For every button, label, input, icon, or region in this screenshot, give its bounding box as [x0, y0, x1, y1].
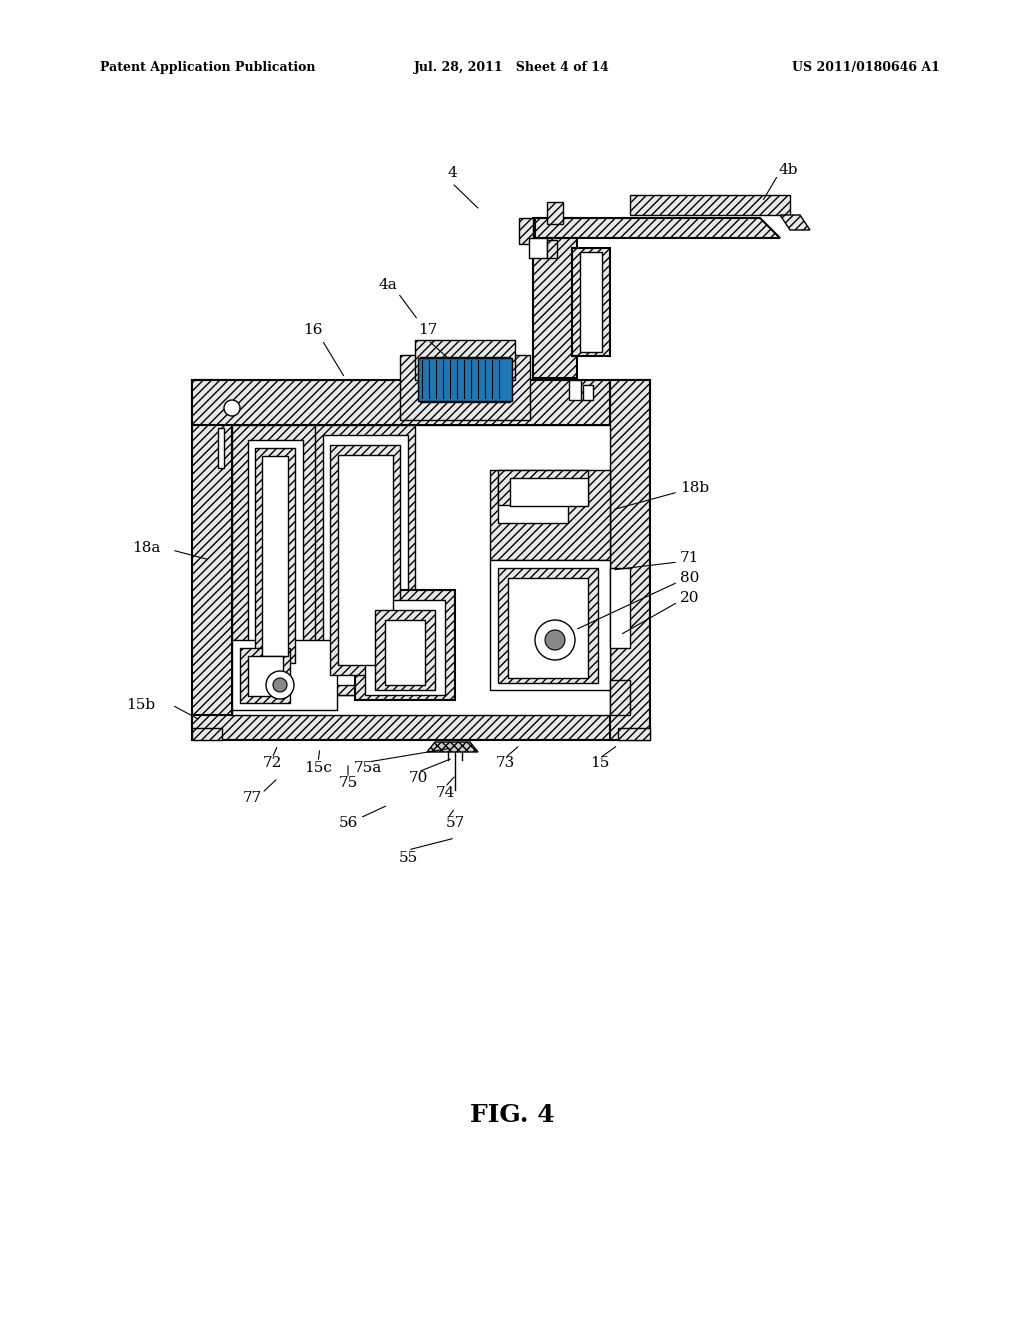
Text: 72: 72 [262, 756, 282, 770]
Bar [262, 455, 288, 656]
Bar [572, 248, 610, 356]
Bar [583, 385, 593, 400]
Bar [193, 380, 650, 425]
Bar [193, 380, 232, 725]
Bar [580, 252, 602, 352]
Bar [400, 355, 530, 420]
Polygon shape [427, 742, 478, 752]
Bar [355, 590, 455, 700]
Text: 55: 55 [398, 851, 418, 865]
Polygon shape [630, 195, 790, 215]
Text: 74: 74 [435, 785, 455, 800]
Text: 77: 77 [243, 791, 261, 805]
Bar [315, 425, 415, 696]
Bar [338, 455, 393, 665]
Circle shape [224, 400, 240, 416]
Bar [547, 202, 563, 224]
Text: 15: 15 [590, 756, 609, 770]
Bar [490, 560, 610, 690]
Text: 18a: 18a [132, 541, 160, 554]
Bar [498, 470, 588, 506]
Text: Patent Application Publication: Patent Application Publication [100, 62, 315, 74]
Bar [375, 610, 435, 690]
Text: 17: 17 [419, 323, 437, 337]
Bar [248, 656, 283, 696]
Bar [610, 680, 630, 715]
Bar [255, 447, 295, 663]
Text: 57: 57 [445, 816, 465, 830]
Text: Jul. 28, 2011   Sheet 4 of 14: Jul. 28, 2011 Sheet 4 of 14 [414, 62, 610, 74]
Bar [618, 729, 650, 741]
Bar [610, 380, 650, 741]
Bar [569, 380, 581, 400]
Polygon shape [780, 215, 810, 230]
Polygon shape [535, 218, 780, 238]
Text: US 2011/0180646 A1: US 2011/0180646 A1 [793, 62, 940, 74]
Bar [498, 478, 568, 523]
Bar [498, 568, 598, 682]
Text: 71: 71 [680, 550, 699, 565]
Circle shape [266, 671, 294, 700]
Circle shape [273, 678, 287, 692]
Text: 73: 73 [496, 756, 515, 770]
Bar [415, 341, 515, 380]
Text: 70: 70 [409, 771, 428, 785]
Text: 80: 80 [680, 572, 699, 585]
Text: 15b: 15b [126, 698, 155, 711]
Bar [232, 425, 610, 715]
Text: 56: 56 [338, 816, 357, 830]
Bar [240, 648, 290, 704]
Bar [510, 478, 588, 506]
Circle shape [535, 620, 575, 660]
Text: 20: 20 [680, 591, 699, 605]
Bar [420, 356, 510, 403]
Text: 4a: 4a [379, 279, 397, 292]
Bar [232, 640, 337, 710]
Bar [534, 218, 577, 378]
Bar [330, 445, 400, 675]
Bar [248, 440, 303, 671]
Text: FIG. 4: FIG. 4 [470, 1104, 554, 1127]
Bar [193, 715, 650, 741]
Bar [385, 620, 425, 685]
Bar [193, 729, 222, 741]
Text: 15c: 15c [304, 762, 332, 775]
Bar [508, 578, 588, 678]
Bar [418, 358, 512, 401]
Text: 75: 75 [338, 776, 357, 789]
Bar [232, 425, 412, 696]
Bar [547, 240, 557, 257]
Text: 4: 4 [447, 166, 457, 180]
Bar [218, 428, 224, 469]
Bar [529, 238, 547, 257]
Bar [323, 436, 408, 685]
Text: 75a: 75a [354, 762, 382, 775]
Circle shape [545, 630, 565, 649]
Bar [610, 568, 630, 648]
Bar [365, 601, 445, 696]
Bar [490, 470, 610, 560]
Text: 4b: 4b [778, 162, 798, 177]
Bar [519, 218, 534, 244]
Text: 18b: 18b [680, 480, 710, 495]
Text: 16: 16 [303, 323, 323, 337]
